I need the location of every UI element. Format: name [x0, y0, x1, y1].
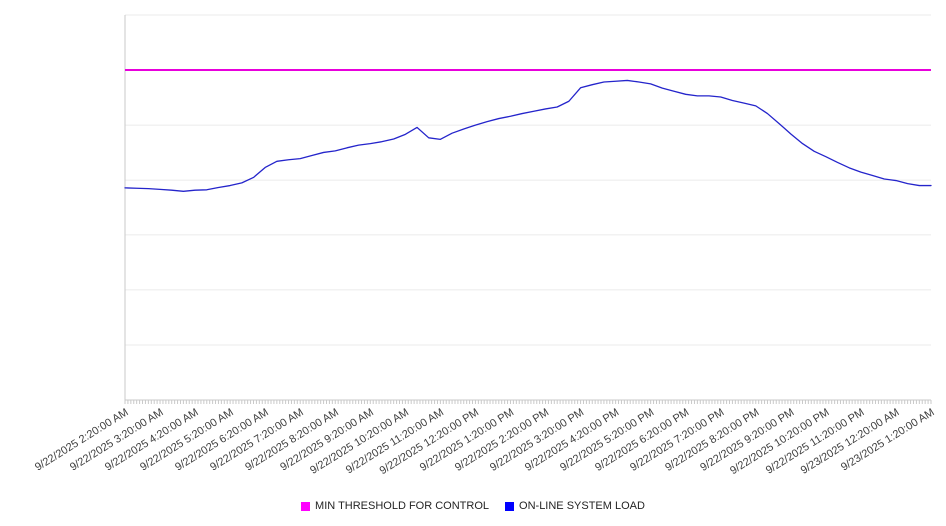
legend-label-online-system-load: ON-LINE SYSTEM LOAD [519, 500, 645, 512]
legend-item-online-system-load[interactable]: ON-LINE SYSTEM LOAD [505, 500, 645, 512]
legend-label-min-threshold: MIN THRESHOLD FOR CONTROL [315, 500, 490, 512]
legend-item-min-threshold[interactable]: MIN THRESHOLD FOR CONTROL [301, 500, 489, 512]
online-system-load-line [124, 79, 932, 192]
legend-swatch-min-threshold-icon [301, 501, 311, 511]
legend-swatch-online-system-load-icon [505, 501, 515, 511]
chart-canvas: 9/22/2025 2:20:00 AM9/22/2025 3:20:00 AM… [33, 14, 937, 477]
load-chart: 9/22/2025 2:20:00 AM 9/22/2025 3:20:00 AM… [33, 14, 937, 477]
chart-legend: MIN THRESHOLD FOR CONTROL ON-LINE SYSTEM… [0, 497, 946, 515]
